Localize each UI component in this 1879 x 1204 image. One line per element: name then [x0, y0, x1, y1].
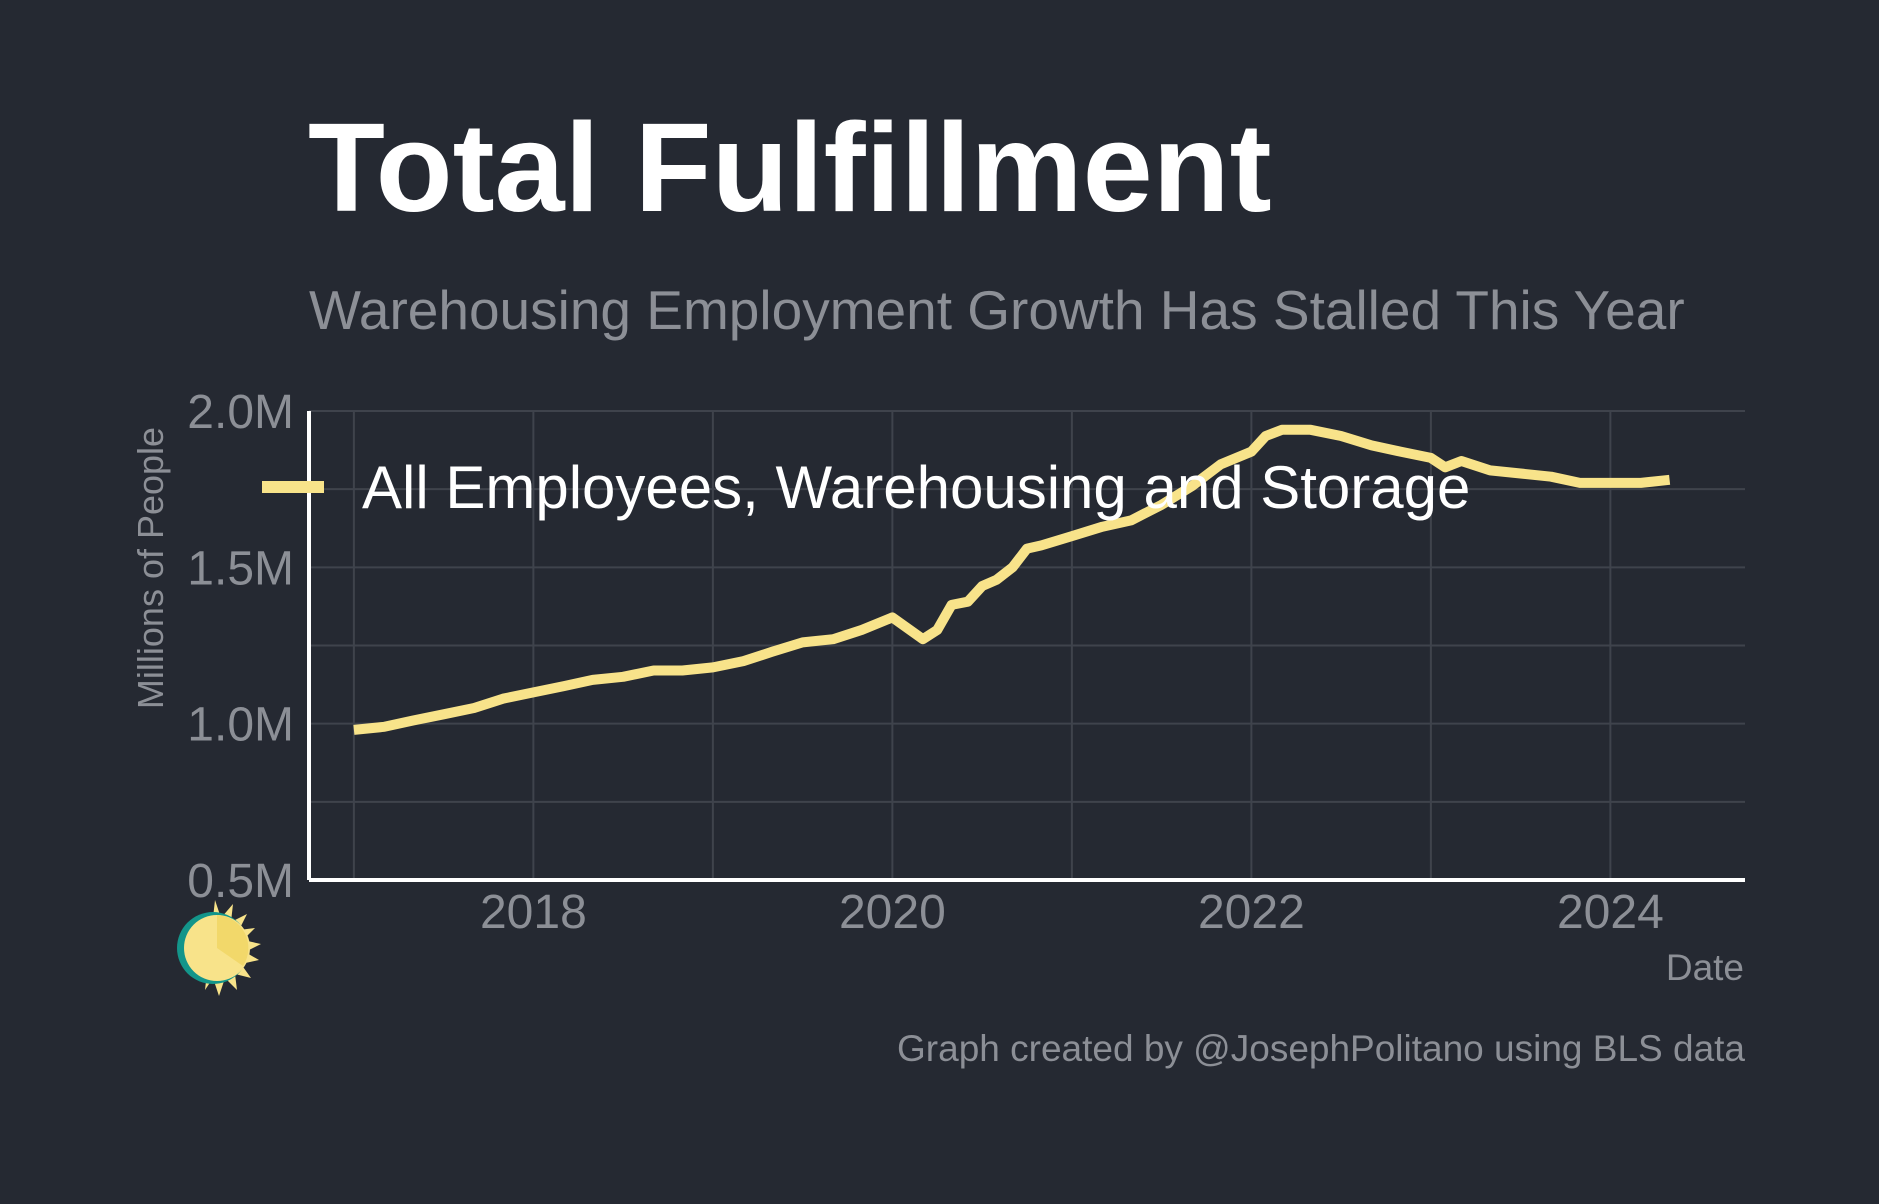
legend-label: All Employees, Warehousing and Storage [362, 454, 1470, 521]
x-tick-label: 2018 [480, 886, 587, 939]
sun-logo-icon [177, 900, 261, 996]
y-tick-label: 2.0M [187, 386, 294, 439]
grid-lines [309, 410, 1745, 881]
x-axis-title: Date [1666, 947, 1744, 988]
x-tick-label: 2024 [1557, 886, 1664, 939]
y-tick-label: 1.0M [187, 699, 294, 752]
chart-subtitle: Warehousing Employment Growth Has Stalle… [309, 279, 1685, 341]
x-tick-label: 2022 [1198, 886, 1305, 939]
series-line [353, 424, 1671, 735]
source-caption: Graph created by @JosephPolitano using B… [897, 1028, 1745, 1069]
y-tick-label: 1.5M [187, 542, 294, 595]
y-tick-label: 0.5M [187, 855, 294, 908]
tick-labels: 0.5M 1.0M 1.5M 2.0M 2018 2020 2022 2024 [187, 386, 1663, 939]
y-axis-title: Millions of People [130, 427, 171, 709]
chart-title: Total Fulfillment [308, 97, 1272, 238]
series-lines [353, 424, 1671, 735]
x-tick-label: 2020 [839, 886, 946, 939]
legend: All Employees, Warehousing and Storage [262, 454, 1470, 521]
